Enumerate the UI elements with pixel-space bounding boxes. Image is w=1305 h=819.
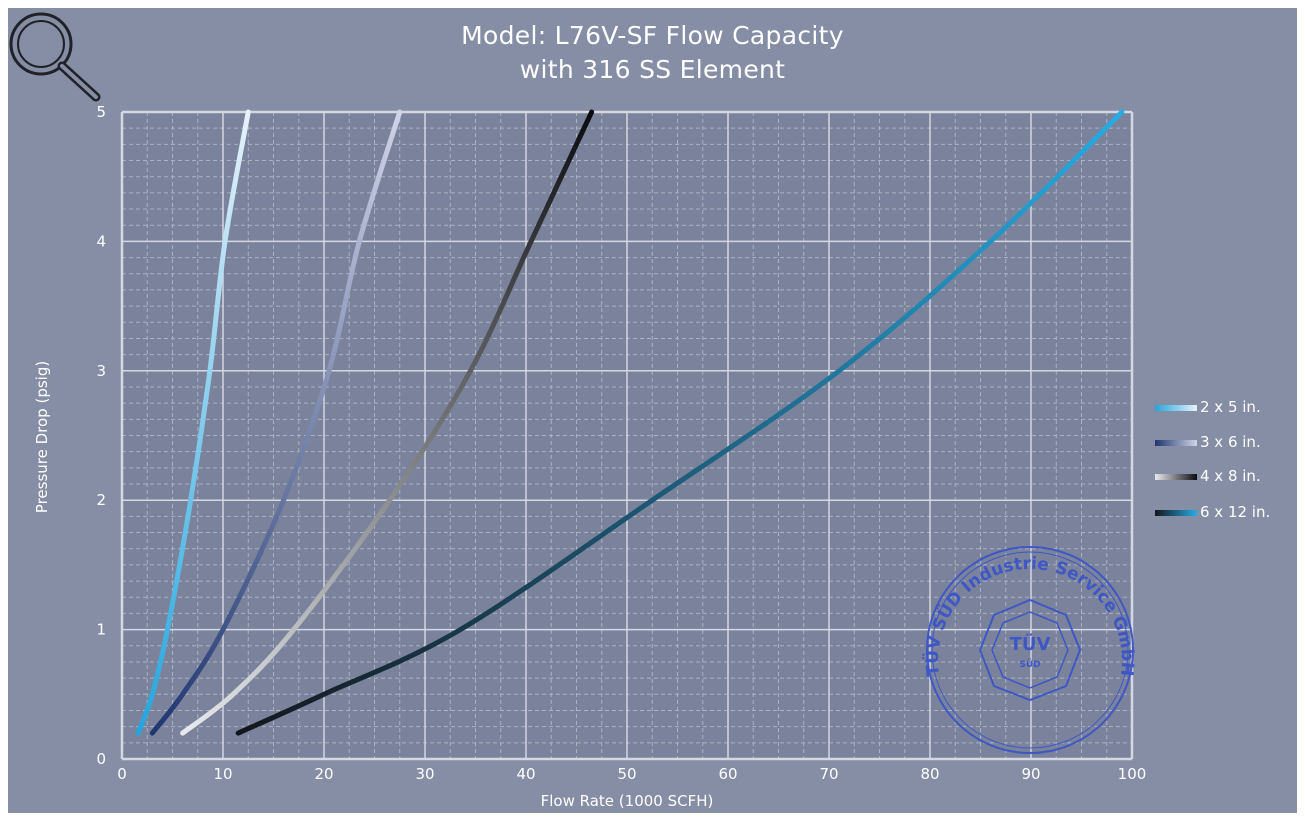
legend-label-6x12: 6 x 12 in. [1200,503,1271,521]
x-tick-label: 80 [920,765,939,783]
stamp-sub-text: SÜD [1019,659,1040,670]
magnifier-icon[interactable] [9,12,101,102]
x-tick-label: 0 [117,765,127,783]
legend-label-3x6: 3 x 6 in. [1200,433,1261,451]
x-tick-label: 90 [1021,765,1040,783]
chart-title-line-1: Model: L76V-SF Flow Capacity [461,21,844,50]
x-tick-label: 70 [819,765,838,783]
series-line-0 [135,109,251,736]
y-tick-label: 0 [96,750,106,768]
tick-labels: 0 10 20 30 40 50 60 70 80 90 100 0 1 2 3 4 5 [96,103,1146,783]
series-line-3 [235,109,1125,736]
x-tick-label: 50 [617,765,636,783]
x-tick-label: 40 [516,765,535,783]
legend-label-4x8: 4 x 8 in. [1200,467,1261,485]
legend-swatch-3 [1155,510,1197,516]
legend-swatch-2 [1155,474,1197,480]
major-grid [120,110,1134,761]
y-tick-label: 2 [96,491,106,509]
legend-swatch-0 [1155,405,1197,411]
x-axis-label: Flow Rate (1000 SCFH) [541,792,714,810]
series-layer [135,109,1125,736]
y-tick-label: 5 [96,103,106,121]
legend [1155,405,1197,516]
stamp-inner-text: TÜV [1010,633,1051,655]
x-tick-label: 10 [213,765,232,783]
y-tick-label: 1 [96,621,106,639]
y-axis-label: Pressure Drop (psig) [33,361,51,513]
legend-swatch-1 [1155,440,1197,446]
chart-title-line-2: with 316 SS Element [519,55,786,84]
series-line-2 [180,109,595,736]
y-tick-label: 4 [96,232,106,250]
series-line-1 [149,109,403,736]
x-tick-label: 20 [314,765,333,783]
x-tick-label: 30 [415,765,434,783]
x-tick-label: 60 [718,765,737,783]
x-tick-label: 100 [1118,765,1147,783]
y-tick-label: 3 [96,362,106,380]
legend-label-2x5: 2 x 5 in. [1200,398,1261,416]
